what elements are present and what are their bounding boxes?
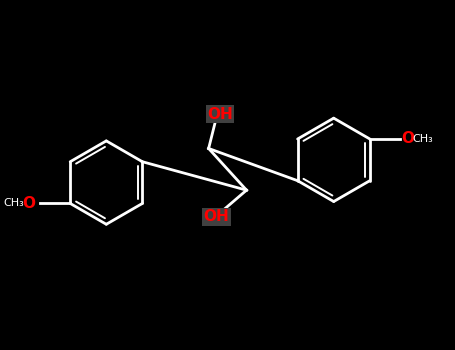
Text: OH: OH <box>203 209 229 224</box>
Text: O: O <box>401 132 414 147</box>
Text: O: O <box>22 196 35 211</box>
Text: CH₃: CH₃ <box>413 134 433 144</box>
Text: CH₃: CH₃ <box>3 198 24 209</box>
Text: OH: OH <box>207 107 233 122</box>
